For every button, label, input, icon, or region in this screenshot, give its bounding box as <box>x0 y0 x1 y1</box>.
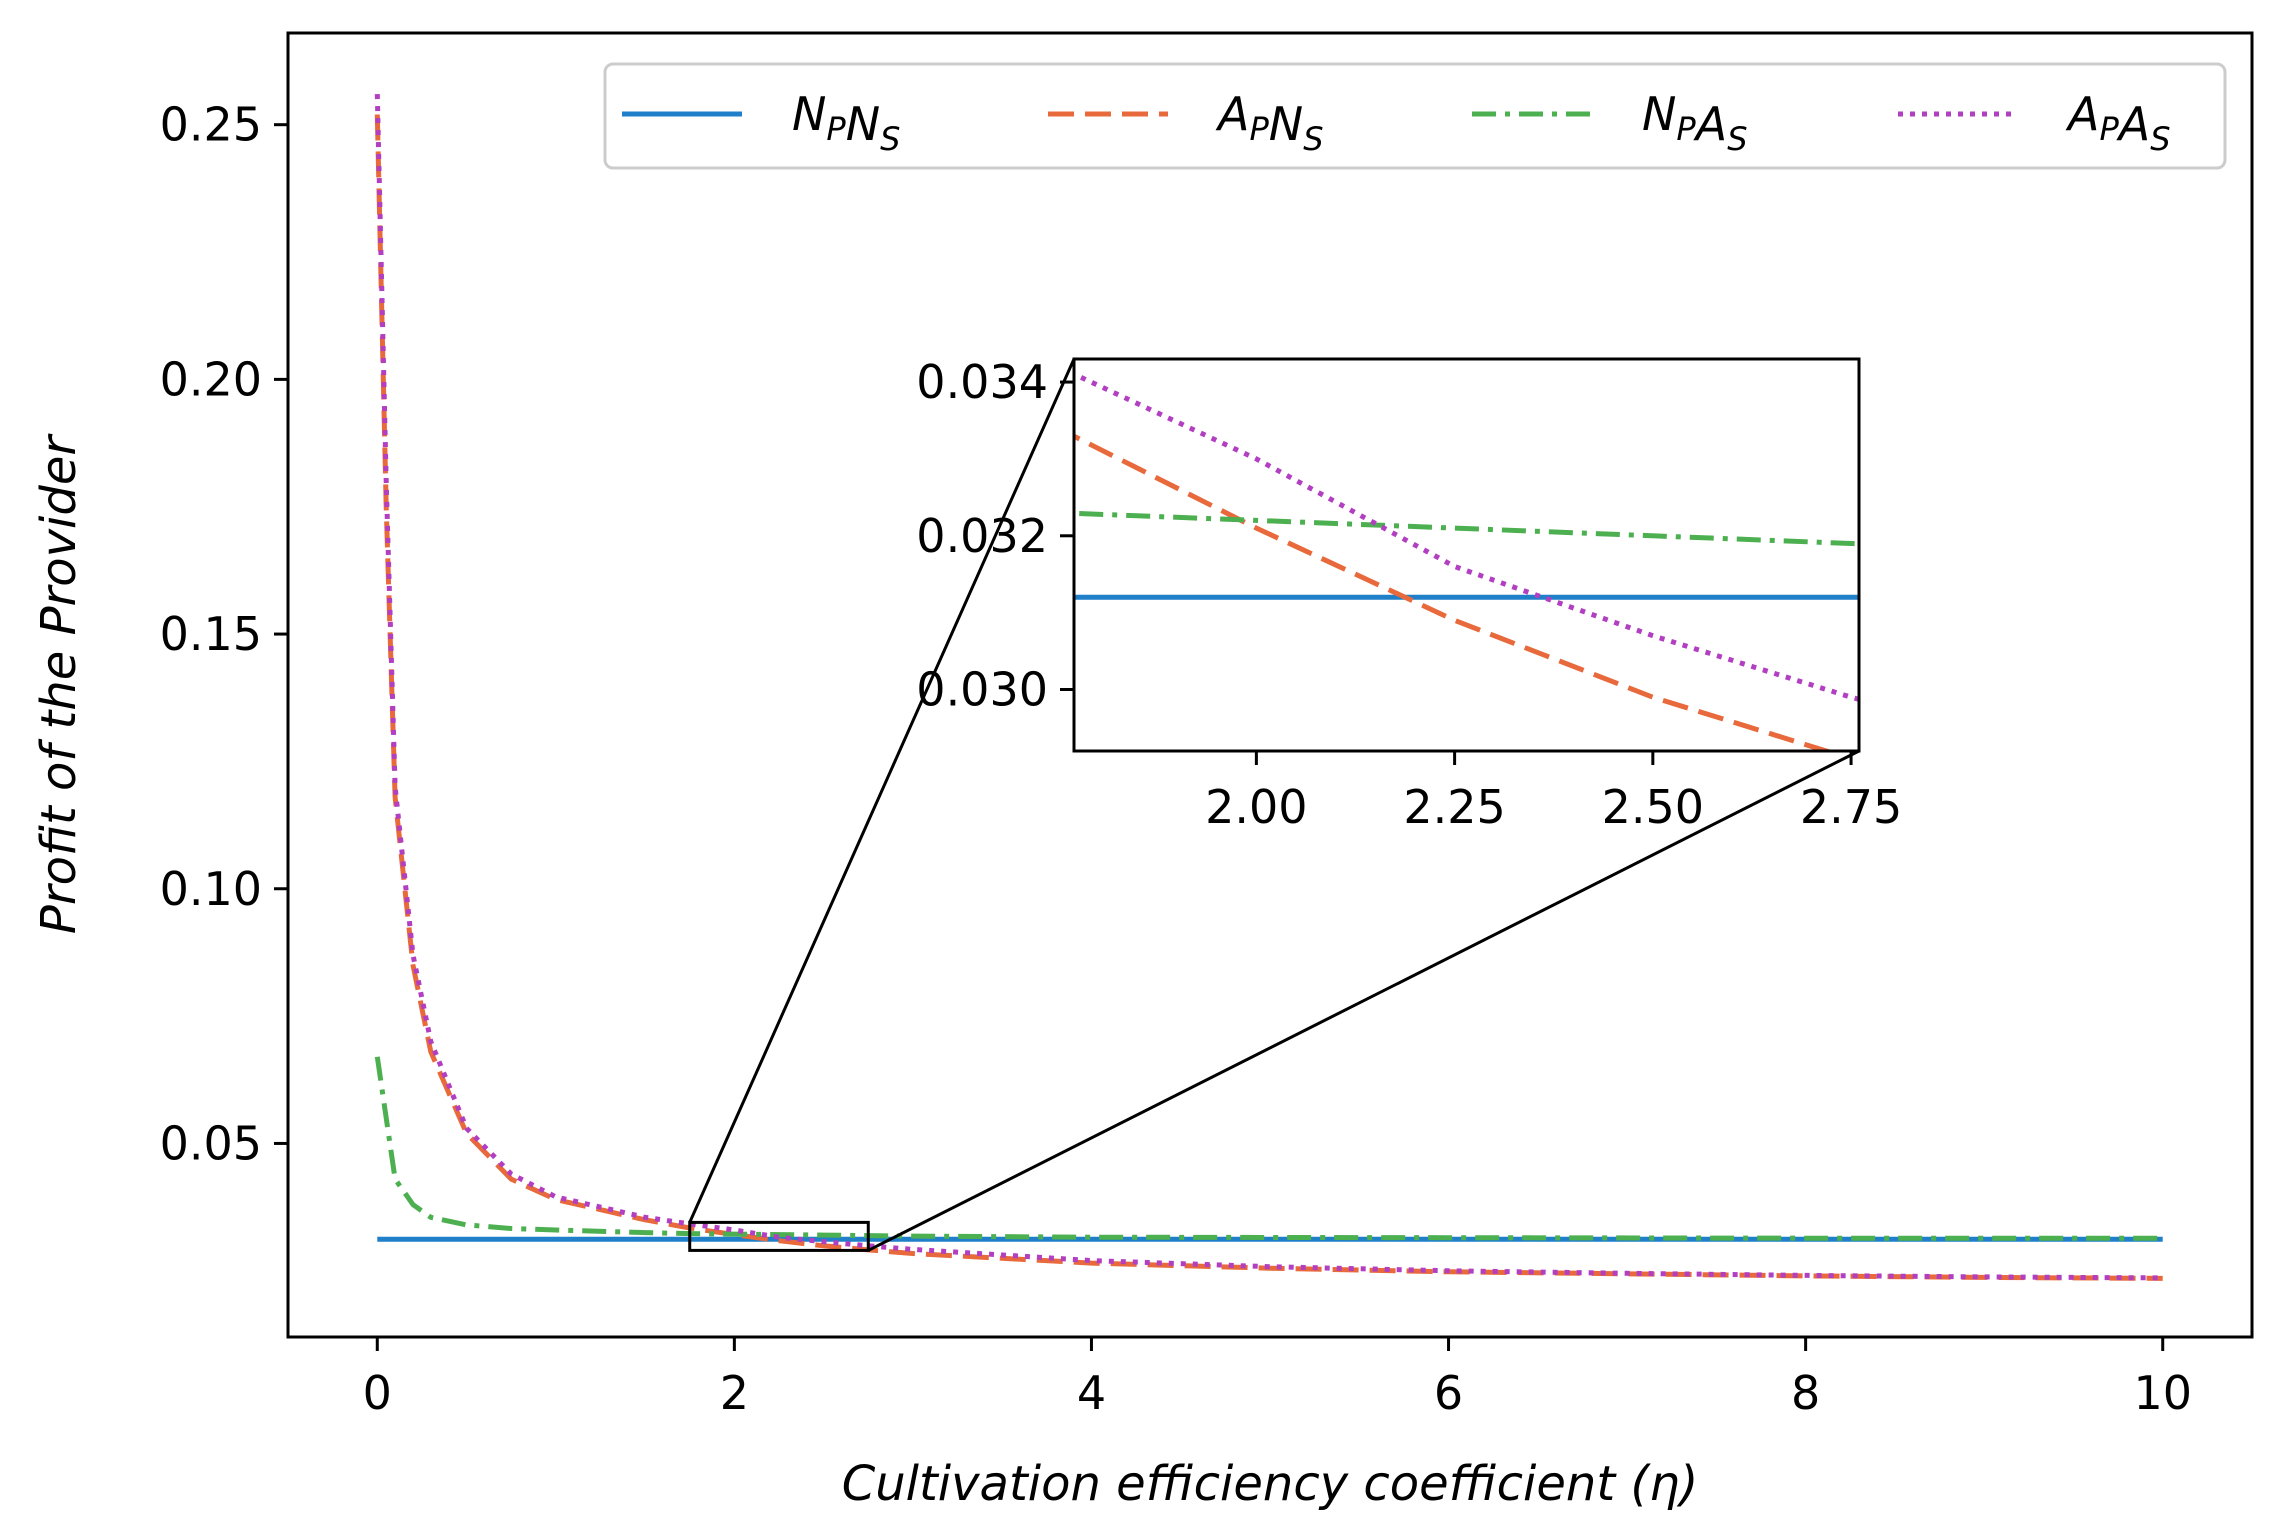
inset-frame <box>1072 357 1861 753</box>
inset-y-tick-label: 0.034 <box>916 355 1048 409</box>
zoom-connector-left <box>688 358 1076 1224</box>
inset-background <box>1074 359 1859 751</box>
x-tick-label: 2 <box>720 1366 749 1420</box>
inset-x-tick-label: 2.00 <box>1205 780 1307 834</box>
zoom-connector-lines <box>688 358 1860 1252</box>
inset-x-tick-label: 2.25 <box>1403 780 1505 834</box>
y-axis-label: Profit of the Provider <box>31 433 87 934</box>
inset-x-axis-ticks: 2.00 2.25 2.50 2.75 <box>1205 751 1902 834</box>
x-tick-label: 8 <box>1791 1366 1820 1420</box>
inset-x-tick-label: 2.50 <box>1602 780 1704 834</box>
legend-label-APAS: APAS <box>2065 87 2171 158</box>
inset-series-group <box>1074 371 1859 751</box>
legend-label-APNS: APNS <box>1215 87 1324 158</box>
legend: NPNS APNS NPAS APAS <box>603 62 2227 170</box>
x-tick-label: 0 <box>363 1366 392 1420</box>
legend-label-NPNS: NPNS <box>792 87 900 158</box>
legend-label-NPAS: NPAS <box>1642 87 1748 158</box>
zoom-region-box <box>688 1220 870 1252</box>
x-axis-label: Cultivation efficiency coefficient (η) <box>842 1456 1699 1512</box>
zoom-connector-right <box>867 749 1860 1252</box>
inset-y-axis-ticks: 0.030 0.032 0.034 <box>916 355 1074 717</box>
inset-series-line-APNS <box>1074 433 1835 751</box>
plot-area-frame <box>286 31 2254 1339</box>
x-axis-ticks: 0 2 4 6 8 10 <box>363 1337 2192 1420</box>
y-tick-label: 0.05 <box>160 1116 262 1170</box>
main-series-group <box>374 94 2163 1281</box>
x-tick-label: 4 <box>1077 1366 1106 1420</box>
y-tick-label: 0.20 <box>160 352 262 406</box>
inset-y-tick-label: 0.030 <box>916 663 1048 717</box>
legend-frame <box>603 62 2227 170</box>
inset-x-tick-label: 2.75 <box>1800 780 1902 834</box>
x-tick-label: 10 <box>2133 1366 2192 1420</box>
inset-y-tick-label: 0.032 <box>916 509 1048 563</box>
x-tick-label: 6 <box>1434 1366 1463 1420</box>
y-tick-label: 0.15 <box>160 607 262 661</box>
y-tick-label: 0.10 <box>160 862 262 916</box>
series-line-NPAS <box>374 1056 2163 1241</box>
y-tick-label: 0.25 <box>160 98 262 152</box>
y-axis-ticks: 0.05 0.10 0.15 0.20 0.25 <box>160 98 288 1170</box>
